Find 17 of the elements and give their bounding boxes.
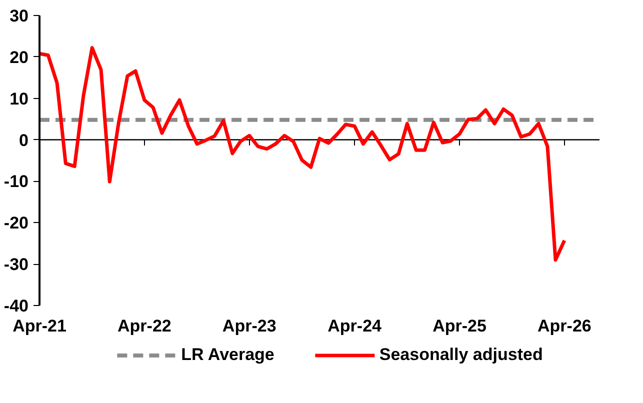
x-tick-label: Apr-21 — [12, 316, 66, 336]
line-series — [40, 46, 566, 262]
y-tick-label: -20 — [4, 214, 29, 233]
y-tick-label: 30 — [10, 6, 29, 26]
y-tick-label: 20 — [10, 48, 29, 67]
y-tick-label: -40 — [4, 296, 29, 316]
y-tick-label: 0 — [19, 130, 29, 150]
x-tick-label: Apr-26 — [538, 316, 592, 336]
x-tick-label: Apr-24 — [328, 316, 382, 336]
y-tick-label: 10 — [10, 89, 29, 108]
y-tick-label: -30 — [4, 255, 29, 274]
x-tick-label: Apr-22 — [118, 316, 172, 336]
legend-label: Seasonally adjusted — [379, 345, 543, 365]
x-tick-label: Apr-23 — [222, 316, 276, 336]
legend-label: LR Average — [181, 345, 274, 365]
x-tick-label: Apr-25 — [432, 316, 486, 336]
y-tick-label: -10 — [4, 172, 29, 192]
